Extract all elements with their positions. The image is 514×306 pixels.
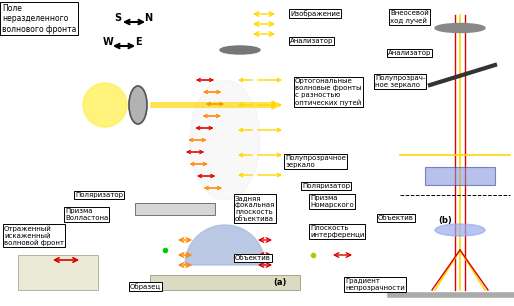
Ellipse shape	[190, 80, 260, 200]
Text: (b): (b)	[438, 215, 452, 225]
Text: W: W	[103, 37, 114, 47]
FancyBboxPatch shape	[18, 255, 98, 290]
Text: Анализатор: Анализатор	[388, 50, 431, 56]
Text: Призма
Волластона: Призма Волластона	[65, 208, 108, 221]
Text: N: N	[144, 13, 152, 23]
FancyBboxPatch shape	[150, 275, 300, 290]
Ellipse shape	[435, 224, 485, 236]
FancyBboxPatch shape	[135, 203, 215, 215]
FancyBboxPatch shape	[425, 167, 495, 185]
Text: S: S	[115, 13, 122, 23]
Text: (a): (a)	[273, 278, 287, 286]
Text: Полупрозрач-
ное зеркало: Полупрозрач- ное зеркало	[375, 75, 426, 88]
Text: Объектив: Объектив	[235, 255, 271, 261]
Text: Задняя
фокальная
плоскость
объектива: Задняя фокальная плоскость объектива	[235, 195, 276, 222]
Text: Ортогональные
волновые фронты
с разностью
оптических путей: Ортогональные волновые фронты с разность…	[295, 78, 361, 106]
Text: Призма
Номарского: Призма Номарского	[310, 195, 354, 208]
Text: E: E	[135, 37, 141, 47]
Text: Внеосевой
ход лучей: Внеосевой ход лучей	[390, 10, 429, 24]
Text: Поле
неразделенного
волнового фронта: Поле неразделенного волнового фронта	[2, 4, 77, 34]
Text: Полупрозрачное
зеркало: Полупрозрачное зеркало	[285, 155, 346, 168]
Text: Объектив: Объектив	[378, 215, 414, 221]
Ellipse shape	[435, 24, 485, 32]
Text: Отраженный
искаженный
волновой фронт: Отраженный искаженный волновой фронт	[4, 225, 64, 246]
Ellipse shape	[220, 46, 260, 54]
Wedge shape	[185, 225, 265, 265]
Text: Поляризатор: Поляризатор	[75, 192, 123, 198]
Ellipse shape	[129, 86, 147, 124]
Text: Плоскость
интерференци: Плоскость интерференци	[310, 225, 364, 238]
Text: Образец: Образец	[130, 283, 161, 290]
Circle shape	[83, 83, 127, 127]
Text: Анализатор: Анализатор	[290, 38, 334, 44]
Text: Изображение: Изображение	[290, 10, 340, 17]
Text: Поляризатор: Поляризатор	[302, 183, 350, 189]
Text: Градиент
непрозрачности: Градиент непрозрачности	[345, 278, 405, 291]
